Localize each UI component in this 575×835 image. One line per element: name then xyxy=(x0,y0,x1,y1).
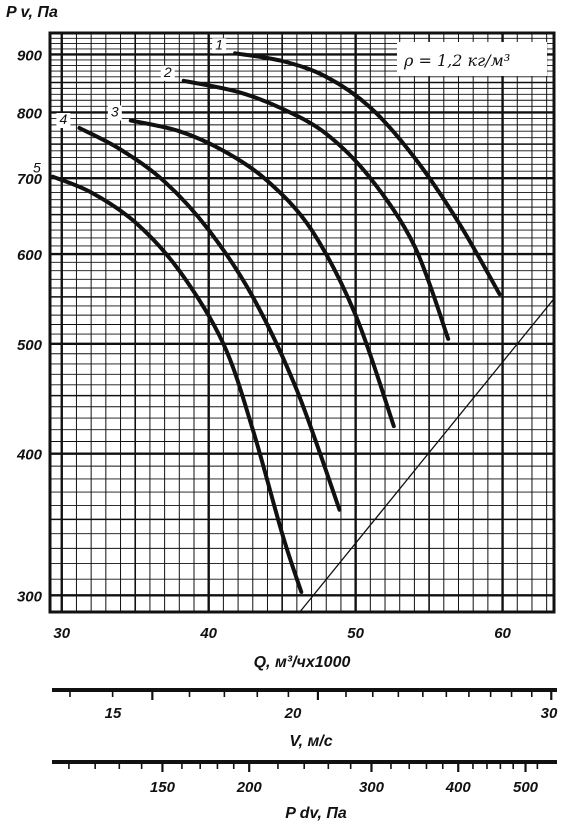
velocity-axis: 15 20 30 xyxy=(52,688,558,722)
secondary-axis-tick-label: 400 xyxy=(445,779,472,796)
curve-label-background-5 xyxy=(29,161,44,177)
curve-label-1: 1 xyxy=(215,36,223,52)
x-tick-label: 60 xyxy=(494,625,511,642)
fan-curve-4 xyxy=(77,126,342,512)
curve-label-4: 4 xyxy=(59,111,67,127)
curve-label-background-3 xyxy=(107,105,122,121)
secondary-axis-tick-label: 500 xyxy=(513,779,539,796)
y-tick-label: 900 xyxy=(17,47,43,64)
curve-label-5: 5 xyxy=(33,160,41,176)
velocity-axis-title: V, м/с xyxy=(289,733,332,750)
y-tick-label: 500 xyxy=(17,337,43,354)
y-tick-label: 300 xyxy=(17,588,43,605)
secondary-axis-tick-label: 200 xyxy=(236,779,263,796)
x-tick-label: 30 xyxy=(53,625,70,642)
y-tick-label: 600 xyxy=(17,247,43,264)
dynamic-pressure-axis: 150 200 300 400 500 xyxy=(52,760,557,796)
x-tick-label: 50 xyxy=(347,625,364,642)
secondary-axis-tick-label: 20 xyxy=(284,705,302,722)
curve-label-background-1 xyxy=(212,38,227,54)
secondary-axis-tick-label: 30 xyxy=(541,705,558,722)
fan-curve-1 xyxy=(233,51,502,297)
y-tick-label: 700 xyxy=(17,171,43,188)
secondary-axis-tick-label: 300 xyxy=(359,779,385,796)
dynamic-pressure-axis-title: P dv, Па xyxy=(285,805,347,822)
density-annotation: ρ = 1,2 кг/м³ xyxy=(397,42,547,76)
y-tick-labels: 300 400 500 600 700 800 900 xyxy=(16,47,43,605)
secondary-axis-tick-label: 15 xyxy=(105,705,122,722)
x-tick-label: 40 xyxy=(199,625,217,642)
y-axis-title: P v, Па xyxy=(6,4,58,21)
curve-label-background-4 xyxy=(56,113,71,129)
secondary-axis-tick-label: 150 xyxy=(150,779,176,796)
fan-curve-3 xyxy=(128,118,396,429)
curve-label-background-2 xyxy=(160,65,175,81)
system-characteristic-line xyxy=(299,298,555,613)
fan-curves: 1 2 3 4 5 xyxy=(29,36,502,594)
x-tick-labels: 30 40 50 60 xyxy=(53,625,511,642)
density-annotation-text: ρ = 1,2 кг/м³ xyxy=(403,51,510,70)
x-axis-title: Q, м³/чх1000 xyxy=(254,654,351,671)
plot-frame xyxy=(48,31,556,614)
boundary-line xyxy=(299,298,555,613)
fan-curve-2 xyxy=(181,78,451,341)
y-tick-label: 800 xyxy=(17,105,43,122)
fan-curve-5 xyxy=(50,174,304,594)
curve-label-3: 3 xyxy=(111,103,119,119)
density-annotation-background xyxy=(397,42,547,76)
y-tick-label: 400 xyxy=(16,447,43,464)
curve-label-2: 2 xyxy=(163,64,172,80)
